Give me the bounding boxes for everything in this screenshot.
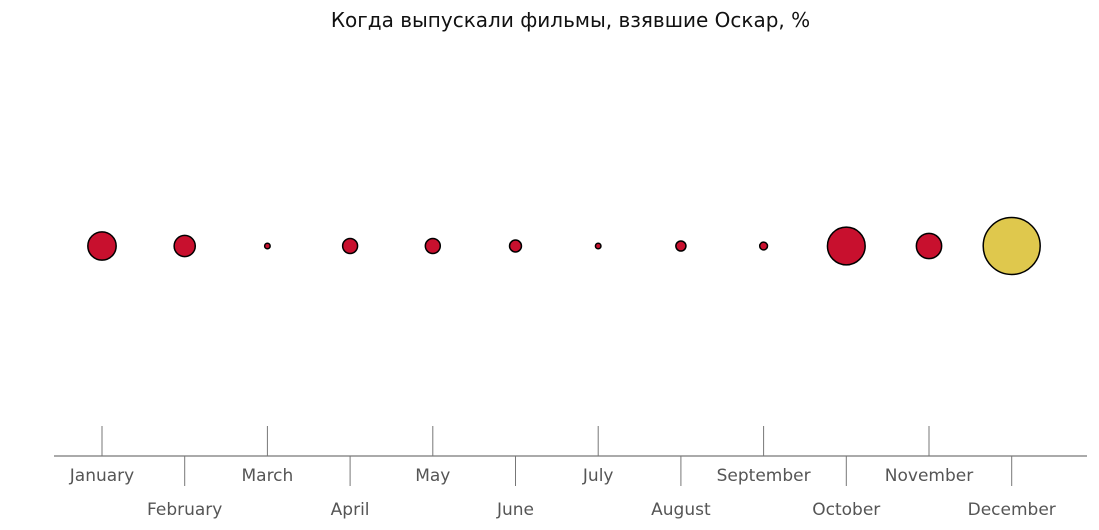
- tick-label-december: December: [968, 500, 1056, 520]
- tick-label-february: February: [147, 500, 222, 520]
- bubble-december: [982, 216, 1041, 276]
- tick-label-june: June: [496, 500, 534, 520]
- bubble-october: [826, 226, 866, 266]
- bubble-may: [424, 237, 442, 255]
- bubble-june: [508, 239, 523, 253]
- bubble-september: [758, 241, 769, 251]
- bubble-august: [675, 240, 687, 252]
- tick-label-april: April: [331, 500, 370, 520]
- bubble-november: [915, 232, 943, 260]
- bubble-january: [87, 231, 117, 261]
- bubble-april: [341, 237, 359, 255]
- tick-label-may: May: [415, 466, 450, 486]
- tick-label-november: November: [885, 466, 973, 486]
- chart-title: Когда выпускали фильмы, взявшие Оскар, %: [330, 8, 811, 32]
- tick-label-august: August: [651, 500, 711, 520]
- tick-label-july: July: [582, 466, 614, 486]
- tick-label-january: January: [69, 466, 134, 486]
- tick-label-march: March: [241, 466, 293, 486]
- bubble-march: [263, 242, 271, 250]
- x-axis-ticks: January February March April May June July Augu…: [69, 426, 1056, 520]
- bubble-layer: [87, 216, 1041, 276]
- tick-label-september: September: [717, 466, 811, 486]
- bubble-july: [594, 242, 602, 250]
- bubble-february: [173, 234, 197, 258]
- tick-label-october: October: [812, 500, 880, 520]
